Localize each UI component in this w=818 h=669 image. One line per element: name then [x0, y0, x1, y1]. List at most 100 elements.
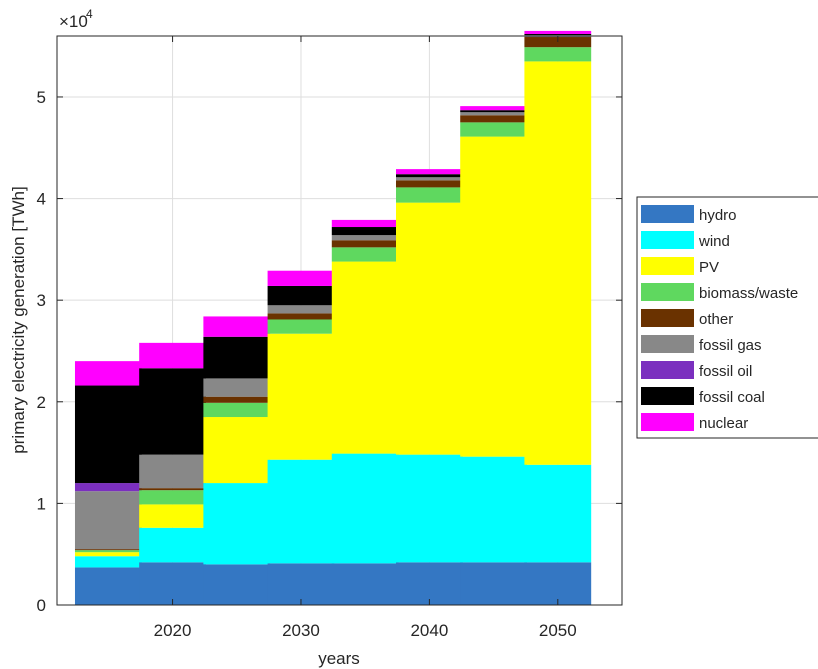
bar-segment	[331, 563, 399, 605]
bar-segment	[396, 180, 463, 188]
bar-segment	[396, 562, 463, 605]
bar-stack	[524, 30, 592, 605]
bar-segment	[74, 491, 142, 550]
x-tick-label: 2040	[410, 621, 448, 640]
bar-segment	[139, 562, 206, 605]
bar-segment	[203, 483, 271, 565]
bar-segment	[524, 30, 592, 34]
bar-segment	[139, 488, 206, 491]
y-tick-label: 0	[37, 596, 46, 615]
bar-segment	[267, 313, 335, 320]
legend-label: biomass/waste	[699, 285, 798, 302]
y-axis-label: primary electricity generation [TWh]	[9, 186, 28, 453]
bar-segment	[74, 385, 142, 484]
bar-segment	[331, 247, 399, 262]
bar-segment	[331, 227, 399, 236]
bar-segment	[460, 106, 527, 111]
legend-item: fossil coal	[641, 387, 765, 406]
y-tick-label: 1	[37, 494, 46, 513]
legend-swatch	[641, 413, 694, 431]
plot-frame	[56, 35, 623, 606]
bar-segment	[331, 240, 399, 248]
bar-segment	[74, 550, 142, 553]
bar-segment	[139, 454, 206, 489]
legend-swatch	[641, 309, 694, 327]
bar-segment	[203, 396, 271, 403]
bar-segment	[524, 47, 592, 62]
bar-segment	[524, 562, 592, 605]
bar-segment	[460, 112, 527, 116]
bar-segment	[331, 235, 399, 241]
bar-segment	[396, 187, 463, 203]
bar-segment	[267, 305, 335, 314]
plot-area	[56, 30, 623, 606]
bar-segment	[331, 261, 399, 454]
bar-segment	[460, 456, 527, 563]
legend-label: nuclear	[699, 415, 748, 432]
bar-stack	[396, 169, 463, 605]
bar-segment	[460, 115, 527, 123]
legend-label: fossil oil	[699, 363, 752, 380]
legend-item: nuclear	[641, 413, 748, 432]
bar-segment	[139, 368, 206, 455]
bar-segment	[74, 556, 142, 568]
bar-stack	[267, 270, 335, 605]
bar-segment	[524, 61, 592, 465]
bar-segment	[74, 567, 142, 605]
legend-label: fossil gas	[699, 337, 762, 354]
y-exponent-power: 4	[86, 7, 93, 21]
bar-segment	[203, 336, 271, 379]
y-tick-label: 3	[37, 291, 46, 310]
bar-segment	[267, 563, 335, 605]
legend-item: other	[641, 309, 733, 328]
bar-stack	[74, 361, 142, 605]
bar-segment	[74, 549, 142, 551]
legend-item: biomass/waste	[641, 283, 798, 302]
bar-segment	[396, 177, 463, 181]
legend-label: PV	[699, 259, 719, 276]
bar-segment	[203, 417, 271, 484]
legend-swatch	[641, 231, 694, 249]
legend-label: hydro	[699, 207, 737, 224]
ticks	[57, 36, 622, 606]
y-tick-labels: 0 1 2 3 4 5	[37, 88, 46, 615]
legend-swatch	[641, 387, 694, 405]
bar-segment	[203, 402, 271, 418]
y-tick-label: 4	[37, 190, 46, 209]
bar-segment	[74, 483, 142, 492]
bar-segment	[74, 361, 142, 386]
bar-segment	[203, 564, 271, 605]
bar-segment	[139, 504, 206, 528]
bar-segment	[524, 464, 592, 563]
bar-segment	[139, 527, 206, 563]
legend-swatch	[641, 335, 694, 353]
y-exponent-base: ×10	[59, 12, 88, 31]
x-axis-label: years	[318, 649, 360, 668]
x-tick-label: 2030	[282, 621, 320, 640]
bar-segment	[460, 122, 527, 137]
bar-segment	[139, 490, 206, 505]
legend-swatch	[641, 205, 694, 223]
y-exponent: ×10 4	[59, 7, 93, 31]
x-tick-label: 2020	[154, 621, 192, 640]
bar-segment	[331, 219, 399, 228]
bar-segment	[203, 378, 271, 397]
legend-swatch	[641, 283, 694, 301]
bar-segment	[524, 37, 592, 48]
legend-item: fossil gas	[641, 335, 762, 354]
bar-stack	[139, 342, 206, 605]
bar-stack	[203, 316, 271, 605]
bar-segment	[396, 169, 463, 175]
legend-item: wind	[641, 231, 730, 250]
bar-segment	[203, 316, 271, 337]
bar-segment	[267, 319, 335, 334]
legend-swatch	[641, 257, 694, 275]
bar-segment	[460, 562, 527, 605]
legend-item: hydro	[641, 205, 737, 224]
bar-segment	[331, 453, 399, 564]
legend-label: fossil coal	[699, 389, 765, 406]
legend-label: other	[699, 311, 733, 328]
bar-segment	[396, 454, 463, 563]
y-tick-label: 5	[37, 88, 46, 107]
